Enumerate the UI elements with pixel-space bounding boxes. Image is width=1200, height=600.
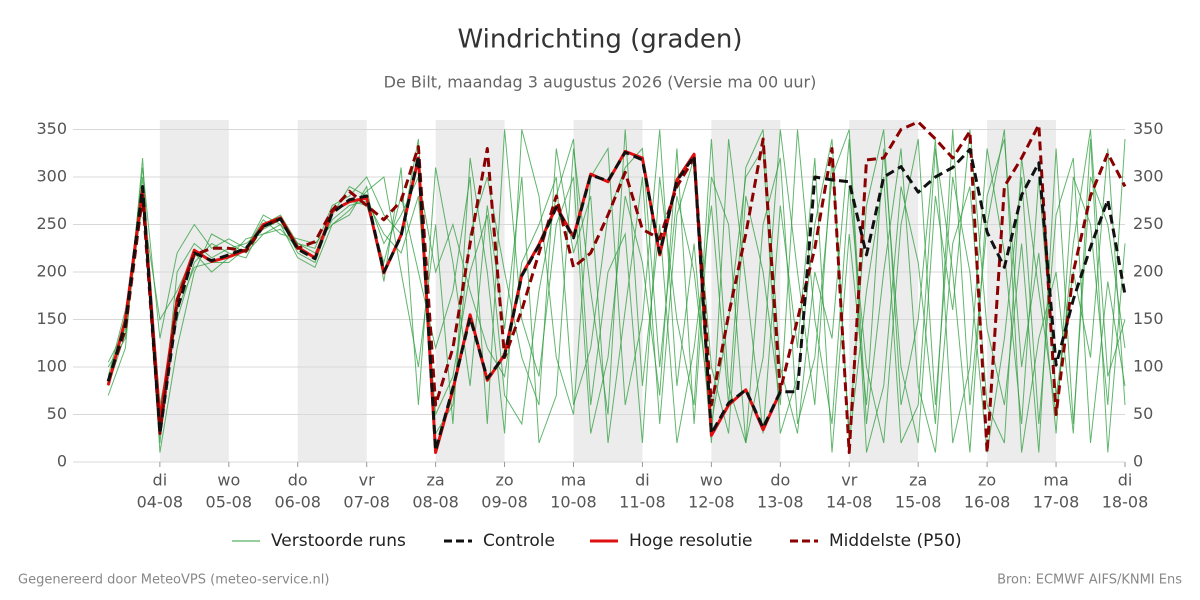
x-tick-sublabel: 06-08 [274,493,321,512]
footer-left: Gegenereerd door MeteoVPS (meteo-service… [18,573,329,588]
legend-label: Verstoorde runs [271,531,406,551]
y2-tick-label: 50 [1133,404,1153,423]
x-tick-sublabel: 14-08 [826,493,873,512]
x-tick-sublabel: 13-08 [757,493,804,512]
y-tick-label: 350 [36,119,67,138]
ensemble-line [107,129,1126,453]
series-line [106,147,1127,453]
x-tick-label: za [909,471,927,490]
x-tick-label: za [427,471,445,490]
x-tick-label: ma [1043,471,1068,490]
y2-tick-label: 0 [1133,452,1143,471]
x-tick-label: zo [495,471,513,490]
series-lines [106,120,1127,454]
legend-label: Controle [483,531,555,551]
x-tick-sublabel: 16-08 [964,493,1011,512]
y-tick-label: 0 [57,452,67,471]
x-tick-label: wo [217,471,240,490]
x-tick-sublabel: 17-08 [1033,493,1080,512]
x-tick-label: di [153,471,168,490]
y2-tick-label: 300 [1133,167,1164,186]
x-tick-sublabel: 12-08 [688,493,735,512]
axes: 0 0 50 50 100 100 150 150 200 200 250 250 300 300 350 3… [36,119,1163,512]
y-tick-label: 100 [36,357,67,376]
y-tick-label: 150 [36,309,67,328]
x-tick-sublabel: 05-08 [206,493,253,512]
ensemble-line [107,129,1126,453]
x-tick-sublabel: 11-08 [619,493,666,512]
x-tick-sublabel: 10-08 [550,493,597,512]
x-tick-label: vr [841,471,857,490]
x-tick-label: do [770,471,790,490]
chart-subtitle: De Bilt, maandag 3 augustus 2026 (Versie… [384,73,817,92]
legend: Verstoorde runs Controle Hoge resolutie Mid… [232,531,962,551]
x-tick-label: di [1118,471,1133,490]
shaded-band [297,120,367,462]
y2-tick-label: 250 [1133,214,1164,233]
x-tick-sublabel: 09-08 [481,493,528,512]
x-tick-label: wo [700,471,723,490]
footer-right: Bron: ECMWF AIFS/KNMI Ens [997,573,1182,588]
x-tick-label: vr [359,471,375,490]
chart-title: Windrichting (graden) [457,25,742,55]
y2-tick-label: 100 [1133,357,1164,376]
y-tick-label: 50 [47,404,67,423]
y-tick-label: 250 [36,214,67,233]
x-tick-sublabel: 15-08 [895,493,942,512]
ensemble-line [107,129,1126,453]
y2-tick-label: 200 [1133,262,1164,281]
x-tick-sublabel: 18-08 [1102,493,1149,512]
x-tick-sublabel: 04-08 [137,493,184,512]
shaded-band [159,120,229,462]
legend-label: Hoge resolutie [629,531,753,551]
legend-label: Middelste (P50) [829,531,962,551]
y2-tick-label: 350 [1133,119,1164,138]
y-tick-label: 300 [36,167,67,186]
x-tick-label: ma [561,471,586,490]
y-tick-label: 200 [36,262,67,281]
x-tick-label: di [635,471,650,490]
y2-tick-label: 150 [1133,309,1164,328]
x-tick-sublabel: 07-08 [343,493,390,512]
x-tick-label: zo [978,471,996,490]
x-tick-sublabel: 08-08 [412,493,459,512]
x-tick-label: do [288,471,308,490]
